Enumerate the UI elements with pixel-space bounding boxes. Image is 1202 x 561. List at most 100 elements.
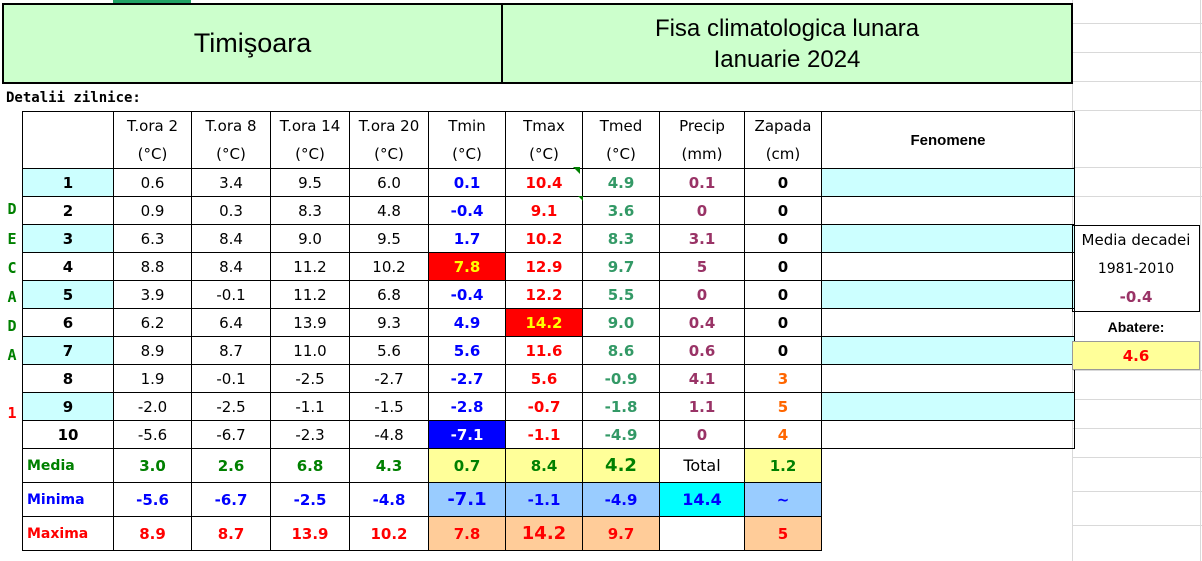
summary-cell: 5: [744, 516, 822, 551]
summary-cell: -6.7: [191, 482, 271, 517]
decade-panel-title: Media decadei: [1072, 225, 1200, 254]
summary-cell: -1.1: [505, 482, 583, 517]
t8-cell: 8.7: [191, 336, 271, 365]
table-row: 10 -5.6 -6.7 -2.3 -4.8 -7.1 -1.1 -4.9 0 …: [22, 420, 1075, 449]
day-cell: 4: [22, 252, 114, 281]
day-cell: 10: [22, 420, 114, 449]
summary-cell: -7.1: [428, 482, 506, 517]
t20-cell: -1.5: [349, 392, 429, 421]
t2-cell: -2.0: [113, 392, 192, 421]
t20-cell: -4.8: [349, 420, 429, 449]
fenomene-cell: [821, 224, 1075, 253]
tmed-cell: 9.7: [582, 252, 660, 281]
col-header-t2: T.ora 2 (°C): [113, 111, 192, 169]
tmin-cell-max-highlight: 7.8: [428, 252, 506, 281]
decade-letter: D: [7, 200, 17, 218]
t2-cell: 8.8: [113, 252, 192, 281]
precip-cell: 0.4: [659, 308, 745, 337]
zapada-cell: 0: [744, 168, 822, 197]
t2-cell: 0.6: [113, 168, 192, 197]
gridline: [1072, 167, 1202, 168]
daily-table: T.ora 2 (°C) T.ora 8 (°C) T.ora 14 (°C) T.o…: [22, 111, 1075, 551]
tmin-cell: -0.4: [428, 196, 506, 225]
t8-cell: -6.7: [191, 420, 271, 449]
summary-cell: -5.6: [113, 482, 192, 517]
day-cell: 9: [22, 392, 114, 421]
summary-cell: 10.2: [349, 516, 429, 551]
table-row: 9 -2.0 -2.5 -1.1 -1.5 -2.8 -0.7 -1.8 1.1…: [22, 392, 1075, 421]
sheet-title-line2: Ianuarie 2024: [713, 45, 861, 73]
summary-cell: 6.8: [270, 448, 350, 483]
gridline: [1072, 525, 1202, 526]
total-label: Total: [659, 448, 745, 483]
t8-cell: 0.3: [191, 196, 271, 225]
tmax-cell-max-highlight: 14.2: [505, 308, 583, 337]
precip-cell: 0: [659, 280, 745, 309]
tmed-cell: 9.0: [582, 308, 660, 337]
tmin-cell: 5.6: [428, 336, 506, 365]
comment-indicator: [573, 167, 580, 174]
t14-cell: 9.5: [270, 168, 350, 197]
zapada-cell: 4: [744, 420, 822, 449]
zapada-cell: 0: [744, 252, 822, 281]
table-row: 1 0.6 3.4 9.5 6.0 0.1 10.4 4.9 0.1 0: [22, 168, 1075, 197]
tmed-cell: 8.6: [582, 336, 660, 365]
tmin-cell: 0.1: [428, 168, 506, 197]
city-header: Timişoara: [2, 3, 503, 84]
t2-cell: 3.9: [113, 280, 192, 309]
tmin-cell: -2.8: [428, 392, 506, 421]
tmax-cell: 10.4: [505, 168, 583, 197]
tmin-cell: -0.4: [428, 280, 506, 309]
t14-cell: 11.2: [270, 280, 350, 309]
city-title: Timişoara: [193, 28, 312, 58]
gridline: [1072, 370, 1202, 371]
t14-cell: -2.5: [270, 364, 350, 393]
gridline: [1072, 399, 1202, 400]
t14-cell: 8.3: [270, 196, 350, 225]
t8-cell: -2.5: [191, 392, 271, 421]
decade-panel-value: -0.4: [1072, 283, 1200, 312]
gridline: [1072, 110, 1202, 111]
t20-cell: 6.8: [349, 280, 429, 309]
zapada-cell: 0: [744, 336, 822, 365]
decade-panel-period: 1981-2010: [1072, 254, 1200, 283]
col-header-zapada: Zapada (cm): [744, 111, 822, 169]
tmin-cell: 1.7: [428, 224, 506, 253]
summary-cell: 2.6: [191, 448, 271, 483]
empty-cell: [822, 449, 1075, 483]
t14-cell: 11.2: [270, 252, 350, 281]
day-cell: 6: [22, 308, 114, 337]
summary-cell: 13.9: [270, 516, 350, 551]
summary-cell: -4.8: [349, 482, 429, 517]
precip-cell: 1.1: [659, 392, 745, 421]
t20-cell: -2.7: [349, 364, 429, 393]
summary-label: Maxima: [22, 516, 114, 551]
precip-cell: 0: [659, 420, 745, 449]
t8-cell: -0.1: [191, 364, 271, 393]
col-header-precip: Precip (mm): [659, 111, 745, 169]
blank-header-cell: [22, 111, 114, 169]
summary-row-media: Media 3.0 2.6 6.8 4.3 0.7 8.4 4.2 Total …: [22, 448, 1075, 483]
summary-cell: 14.2: [505, 516, 583, 551]
column-header-row: T.ora 2 (°C) T.ora 8 (°C) T.ora 14 (°C) T.o…: [22, 111, 1075, 169]
tmax-cell: 9.1: [505, 196, 583, 225]
zapada-cell: 5: [744, 392, 822, 421]
t8-cell: -0.1: [191, 280, 271, 309]
abatere-value: 4.6: [1072, 341, 1200, 370]
day-cell: 7: [22, 336, 114, 365]
tmed-cell: -1.8: [582, 392, 660, 421]
summary-cell: -4.9: [582, 482, 660, 517]
col-header-tmed: Tmed (°C): [582, 111, 660, 169]
summary-cell: 3.0: [113, 448, 192, 483]
col-header-fenomene: Fenomene: [821, 111, 1075, 169]
tmax-cell: -0.7: [505, 392, 583, 421]
precip-cell: 0.1: [659, 168, 745, 197]
zapada-cell: 0: [744, 224, 822, 253]
t2-cell: -5.6: [113, 420, 192, 449]
t8-cell: 8.4: [191, 252, 271, 281]
col-header-t20: T.ora 20 (°C): [349, 111, 429, 169]
section-label: Detalii zilnice:: [6, 90, 141, 106]
tmax-cell: 5.6: [505, 364, 583, 393]
fenomene-cell: [821, 364, 1075, 393]
summary-cell: [659, 516, 745, 551]
